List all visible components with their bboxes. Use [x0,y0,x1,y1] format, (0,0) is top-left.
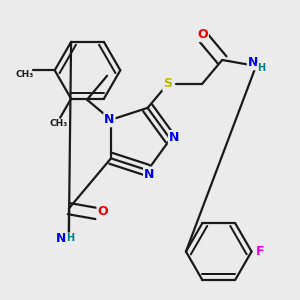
Text: F: F [256,245,265,258]
Text: N: N [169,131,179,144]
Text: N: N [104,113,115,126]
Text: N: N [248,56,258,69]
Text: H: H [66,233,74,243]
Text: CH₃: CH₃ [50,119,68,128]
Text: CH₃: CH₃ [16,70,34,79]
Text: N: N [144,167,154,181]
Text: O: O [98,206,108,218]
Text: O: O [197,28,208,41]
Text: S: S [163,77,172,90]
Text: N: N [56,232,66,245]
Text: H: H [258,63,266,74]
